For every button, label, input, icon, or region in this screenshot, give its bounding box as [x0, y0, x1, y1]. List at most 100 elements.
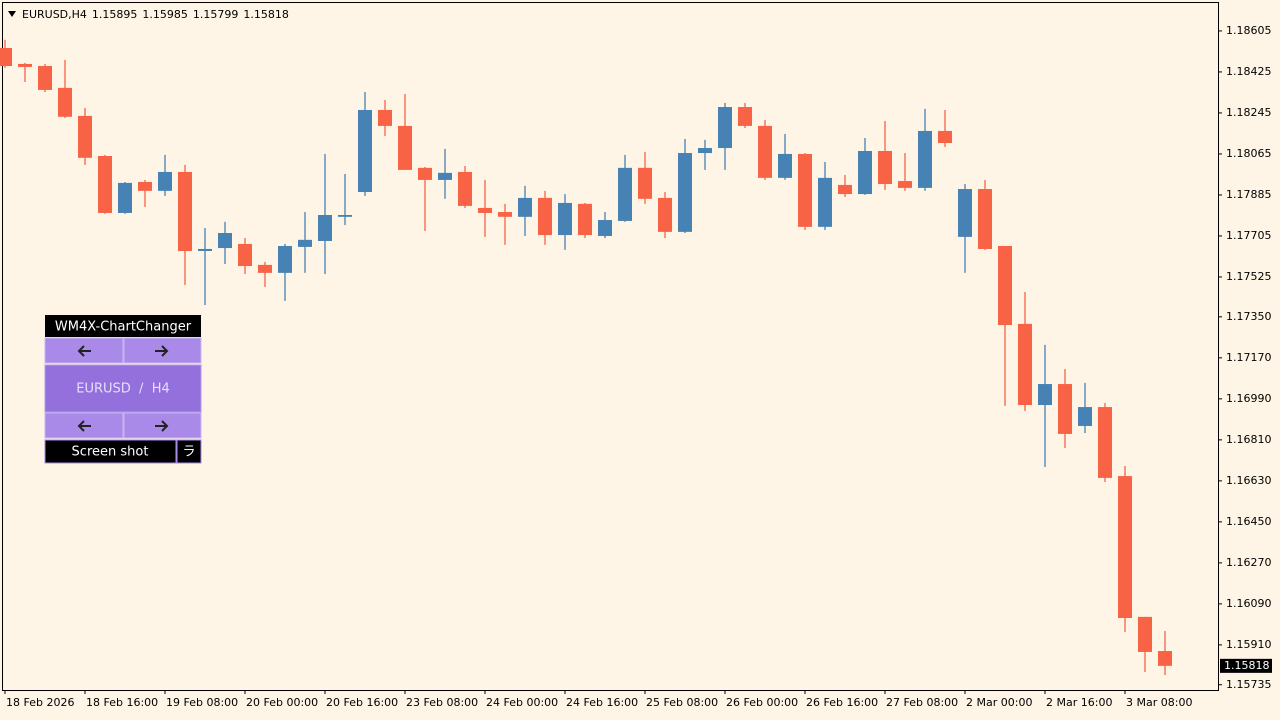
candle-body — [538, 197, 552, 236]
candles — [0, 39, 1172, 675]
y-tick-label: 1.18245 — [1226, 106, 1272, 119]
current-price-label: 1.15818 — [1224, 659, 1270, 672]
y-tick-label: 1.17705 — [1226, 229, 1272, 242]
panel-title-bg — [45, 315, 201, 337]
extra-button[interactable] — [176, 439, 202, 464]
candle-body — [918, 130, 932, 188]
x-tick-label: 19 Feb 08:00 — [166, 696, 238, 709]
candle-body — [478, 207, 492, 213]
candle-body — [1078, 407, 1092, 426]
candle-body — [38, 66, 52, 90]
menu-triangle[interactable] — [8, 11, 16, 17]
symbol-display: EURUSD / H4 — [76, 382, 170, 397]
candle-body — [938, 130, 952, 144]
candle-body — [78, 115, 92, 158]
display-box — [44, 364, 202, 413]
candle-body — [178, 171, 192, 252]
candle-body — [438, 172, 452, 180]
header-price: 1.15895 — [92, 8, 138, 21]
chart-header: EURUSD,H4 1.15895 1.15985 1.15799 1.15818 — [22, 8, 289, 21]
x-tick-label: 26 Feb 00:00 — [726, 696, 798, 709]
y-tick-label: 1.16810 — [1226, 433, 1272, 446]
y-tick-label: 1.18425 — [1226, 65, 1272, 78]
x-tick-label: 2 Mar 00:00 — [966, 696, 1032, 709]
candle-body — [778, 153, 792, 178]
candle-body — [298, 239, 312, 247]
candle-body — [1098, 407, 1112, 478]
candle-body — [618, 167, 632, 221]
candle-body — [558, 202, 572, 236]
x-tick-label: 27 Feb 08:00 — [886, 696, 958, 709]
x-tick-label: 23 Feb 08:00 — [406, 696, 478, 709]
x-tick-label: 3 Mar 08:00 — [1126, 696, 1192, 709]
y-tick-label: 1.15735 — [1226, 678, 1272, 691]
candle-body — [678, 153, 692, 232]
x-tick-label: 24 Feb 16:00 — [566, 696, 638, 709]
candle-body — [1158, 651, 1172, 666]
candle-body — [118, 182, 132, 213]
y-tick-label: 1.17885 — [1226, 188, 1272, 201]
candle-body — [338, 215, 352, 217]
x-tick-label: 18 Feb 16:00 — [86, 696, 158, 709]
y-tick-label: 1.17170 — [1226, 351, 1272, 364]
candle-body — [798, 153, 812, 227]
candle-body — [898, 181, 912, 188]
header-price: 1.15985 — [142, 8, 188, 21]
current-price-box — [1220, 658, 1272, 673]
panel-title: WM4X-ChartChanger — [55, 320, 192, 335]
header-price: 1.15799 — [193, 8, 239, 21]
candle-body — [698, 148, 712, 154]
candle-body — [258, 264, 272, 273]
candle-body — [458, 171, 472, 206]
candle-body — [378, 109, 392, 126]
y-tick-label: 1.17350 — [1226, 310, 1272, 323]
candle-body — [198, 248, 212, 252]
y-tick-label: 1.16990 — [1226, 392, 1272, 405]
x-tick-label: 20 Feb 16:00 — [326, 696, 398, 709]
arrow-left — [77, 420, 91, 432]
candle-body — [858, 150, 872, 195]
candle-body — [978, 189, 992, 249]
candle-body — [738, 107, 752, 126]
candle-body — [98, 156, 112, 213]
candle-body — [318, 215, 332, 241]
x-tick-label: 24 Feb 00:00 — [486, 696, 558, 709]
header-price: 1.15818 — [243, 8, 289, 21]
candle-body — [758, 125, 772, 178]
candle-body — [958, 189, 972, 237]
candle-body — [238, 243, 252, 267]
candle-body — [838, 184, 852, 195]
arrow-left — [77, 345, 91, 357]
candle-body — [278, 245, 292, 273]
candle-body — [638, 167, 652, 199]
plot-frame — [2, 2, 1219, 691]
candle-body — [498, 212, 512, 217]
candle-body — [1118, 476, 1132, 619]
candle-body — [1038, 384, 1052, 406]
candle-body — [0, 48, 12, 67]
candle-body — [398, 125, 412, 170]
candle-body — [1018, 323, 1032, 406]
x-tick-label: 2 Mar 16:00 — [1046, 696, 1112, 709]
arrow-right — [155, 345, 169, 357]
candle-body — [1138, 616, 1152, 652]
candle-body — [218, 233, 232, 249]
screenshot-button[interactable] — [44, 439, 177, 464]
candle-body — [718, 107, 732, 149]
extra-label: ラ — [182, 445, 195, 460]
candle-body — [818, 177, 832, 227]
candle-body — [358, 109, 372, 192]
x-tick-label: 26 Feb 16:00 — [806, 696, 878, 709]
y-tick-label: 1.17525 — [1226, 270, 1272, 283]
candle-body — [138, 181, 152, 191]
candle-body — [578, 203, 592, 236]
candle-body — [878, 150, 892, 185]
screenshot-label: Screen shot — [72, 445, 149, 460]
y-tick-label: 1.16450 — [1226, 515, 1272, 528]
candle-body — [418, 167, 432, 180]
candle-body — [598, 220, 612, 236]
candle-body — [158, 171, 172, 191]
candle-body — [58, 87, 72, 117]
